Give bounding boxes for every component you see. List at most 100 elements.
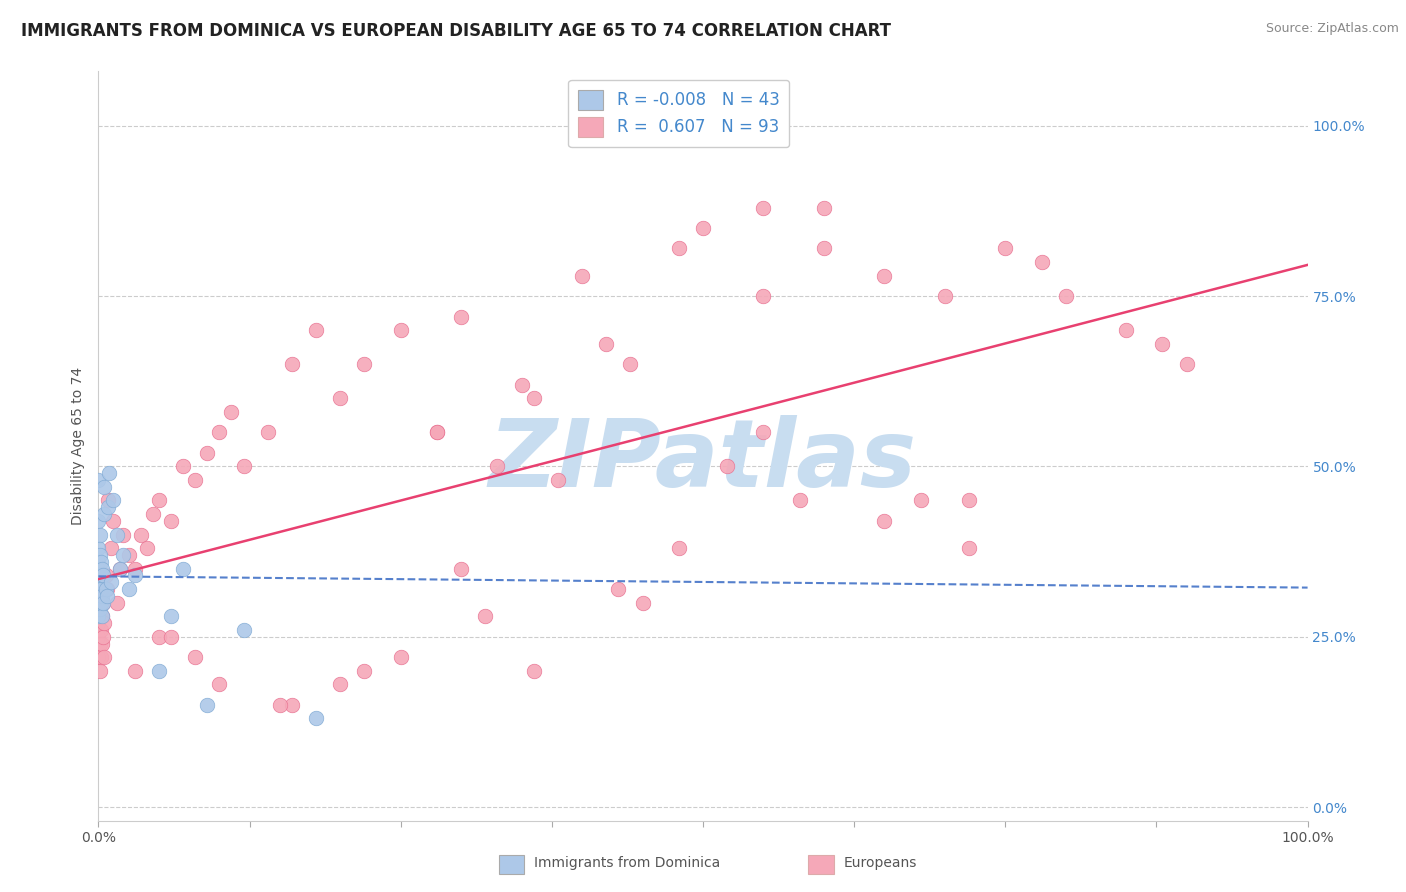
Point xyxy=(148,630,170,644)
Point xyxy=(329,392,352,406)
Point xyxy=(389,650,412,665)
Point xyxy=(281,698,304,712)
Point xyxy=(87,589,110,603)
Point xyxy=(90,582,112,596)
Point xyxy=(87,630,110,644)
Point xyxy=(90,650,112,665)
Point xyxy=(91,561,114,575)
Point xyxy=(619,357,641,371)
Point xyxy=(89,582,111,596)
Point xyxy=(91,568,114,582)
Point xyxy=(87,609,110,624)
Point xyxy=(101,514,124,528)
Point xyxy=(450,561,472,575)
Point xyxy=(100,575,122,590)
Point xyxy=(148,664,170,678)
Point xyxy=(450,310,472,324)
Point xyxy=(91,596,114,610)
Point xyxy=(353,357,375,371)
Point xyxy=(1175,357,1198,371)
Point xyxy=(100,541,122,556)
Point xyxy=(668,541,690,556)
Point xyxy=(93,507,115,521)
Point xyxy=(87,561,110,575)
Point xyxy=(752,289,775,303)
Point xyxy=(96,582,118,596)
Text: Europeans: Europeans xyxy=(844,855,917,870)
Point xyxy=(195,446,218,460)
Point xyxy=(89,575,111,590)
Point xyxy=(281,357,304,371)
Point xyxy=(124,568,146,582)
Point xyxy=(184,473,207,487)
Point xyxy=(111,527,134,541)
Point xyxy=(93,616,115,631)
Point xyxy=(571,268,593,283)
Point xyxy=(87,616,110,631)
Point xyxy=(957,493,980,508)
Point xyxy=(813,242,835,256)
Point xyxy=(269,698,291,712)
Point xyxy=(124,664,146,678)
Point xyxy=(91,630,114,644)
Point xyxy=(118,582,141,596)
Point xyxy=(994,242,1017,256)
Point xyxy=(87,555,110,569)
Point xyxy=(87,473,110,487)
Point xyxy=(160,630,183,644)
Point xyxy=(486,459,509,474)
Point xyxy=(89,602,111,616)
Point xyxy=(172,459,194,474)
Y-axis label: Disability Age 65 to 74: Disability Age 65 to 74 xyxy=(72,367,86,525)
Point xyxy=(1031,255,1053,269)
Point xyxy=(118,548,141,562)
Point xyxy=(87,596,110,610)
Point xyxy=(752,201,775,215)
Point xyxy=(93,480,115,494)
Point xyxy=(89,609,111,624)
Point xyxy=(87,575,110,590)
Text: IMMIGRANTS FROM DOMINICA VS EUROPEAN DISABILITY AGE 65 TO 74 CORRELATION CHART: IMMIGRANTS FROM DOMINICA VS EUROPEAN DIS… xyxy=(21,22,891,40)
Point xyxy=(523,664,546,678)
Point xyxy=(305,323,328,337)
Point xyxy=(523,392,546,406)
Point xyxy=(1152,336,1174,351)
Point xyxy=(90,596,112,610)
Point xyxy=(89,548,111,562)
Legend: R = -0.008   N = 43, R =  0.607   N = 93: R = -0.008 N = 43, R = 0.607 N = 93 xyxy=(568,79,789,147)
Point xyxy=(135,541,157,556)
Point xyxy=(232,623,254,637)
Point xyxy=(595,336,617,351)
Point xyxy=(631,596,654,610)
Point xyxy=(91,609,114,624)
Point xyxy=(305,711,328,725)
Point xyxy=(89,589,111,603)
Point xyxy=(142,507,165,521)
Point xyxy=(148,493,170,508)
Point xyxy=(94,582,117,596)
Point xyxy=(389,323,412,337)
Point xyxy=(91,596,114,610)
Point xyxy=(510,377,533,392)
Point xyxy=(329,677,352,691)
Point xyxy=(873,514,896,528)
Point xyxy=(90,568,112,582)
Point xyxy=(89,636,111,650)
Point xyxy=(1115,323,1137,337)
Point xyxy=(124,561,146,575)
Point xyxy=(716,459,738,474)
Point xyxy=(105,596,128,610)
Point xyxy=(90,623,112,637)
Point xyxy=(101,493,124,508)
Point xyxy=(105,527,128,541)
Point xyxy=(813,201,835,215)
Point xyxy=(873,268,896,283)
Point xyxy=(752,425,775,440)
Point xyxy=(957,541,980,556)
Point xyxy=(208,677,231,691)
Point xyxy=(94,568,117,582)
Point xyxy=(93,650,115,665)
Point xyxy=(87,568,110,582)
Point xyxy=(789,493,811,508)
Point xyxy=(111,548,134,562)
